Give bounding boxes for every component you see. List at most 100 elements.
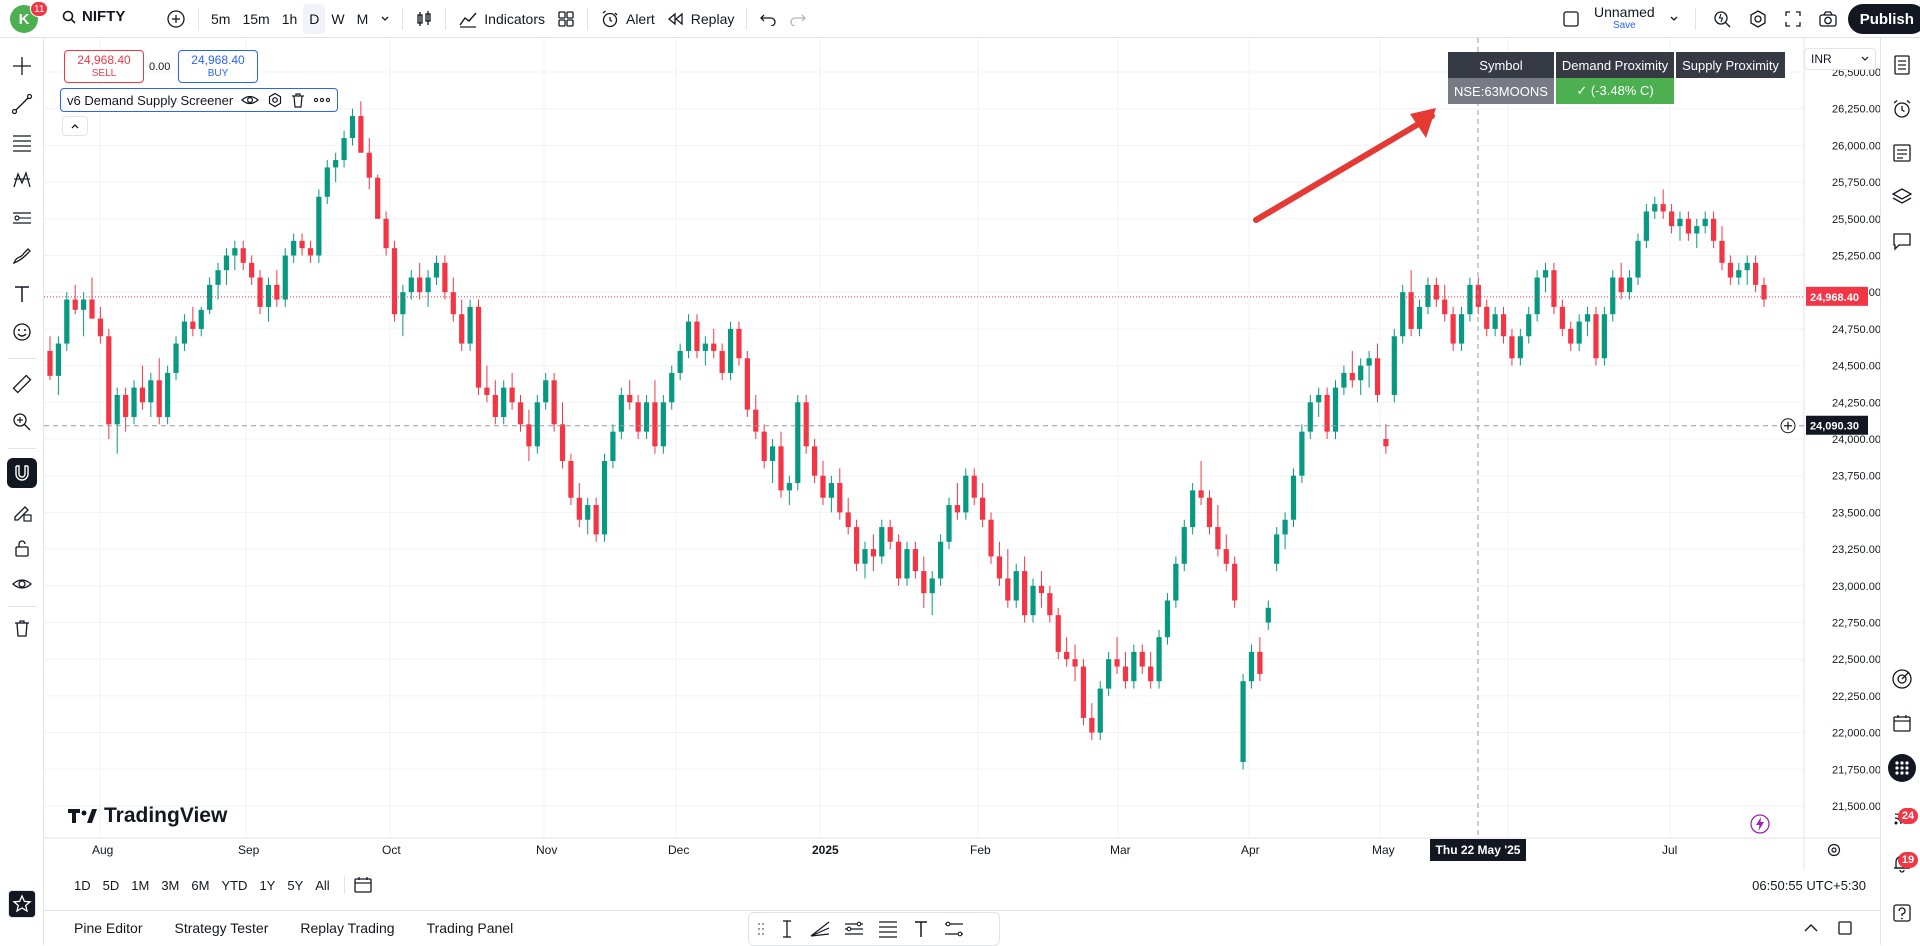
candle-body [156,380,162,417]
range-5y[interactable]: 5Y [287,877,304,893]
remove-drawings-tool[interactable] [8,614,36,642]
gear-icon[interactable] [267,92,283,108]
calendar-range-icon[interactable] [353,875,373,895]
text-icon [15,286,29,302]
tab-pine-editor[interactable]: Pine Editor [74,920,143,936]
candle-body [618,394,624,432]
range-tool-icon[interactable] [943,919,965,939]
range-6m[interactable]: 6M [191,877,210,893]
candle-body [929,578,935,594]
timeframe-dropdown[interactable] [374,4,396,34]
text-tool[interactable] [8,280,36,308]
layers-button[interactable] [1889,184,1915,210]
chats-button[interactable] [1889,228,1915,254]
publish-button[interactable]: Publish [1847,4,1920,34]
tab-strategy-tester[interactable]: Strategy Tester [174,920,269,936]
camera-icon [1819,11,1837,27]
emoji-tool[interactable] [8,318,36,346]
lock-drawings-tool[interactable] [8,534,36,562]
forecast-tool[interactable] [8,204,36,232]
timeframe-d[interactable]: D [303,4,326,34]
layout-name-button[interactable]: Unnamed Save [1556,4,1685,34]
compare-symbol-button[interactable] [160,4,192,34]
range-ytd[interactable]: YTD [221,877,248,893]
timeframe-5m[interactable]: 5m [211,11,231,27]
collapse-legend-button[interactable] [62,116,88,136]
parallel-channel-icon[interactable] [843,919,865,939]
drag-handle-icon[interactable] [757,920,765,938]
tab-trading-panel[interactable]: Trading Panel [426,920,514,936]
chevron-up-icon[interactable] [1802,919,1820,937]
timeframe-15m[interactable]: 15m [242,11,270,27]
range-1d[interactable]: 1D [74,877,91,893]
alert-button[interactable]: Alert [594,4,661,34]
hide-drawings-tool[interactable] [8,570,36,598]
sell-button[interactable]: 24,968.40 SELL [64,50,144,83]
chart-pane[interactable]: 26,500.00 26,250.00 26,000.00 25,750.00 25,5… [44,38,1880,903]
indicator-legend[interactable]: v6 Demand Supply Screener [60,88,339,112]
favorites-tool[interactable] [8,890,36,918]
chart-type-button[interactable] [409,4,439,34]
magnet-tool[interactable] [7,458,37,488]
settings-button[interactable] [1742,4,1774,34]
alerts-button[interactable] [1889,96,1915,122]
timeframe-1h[interactable]: 1h [281,11,298,27]
maximize-icon[interactable] [1836,919,1854,937]
fib-retracement-icon[interactable] [877,919,899,939]
candle-body [257,277,263,307]
timeframe-m[interactable]: M [356,11,369,27]
candle-body [1727,262,1733,278]
fullscreen-button[interactable] [1778,4,1808,34]
fib-tool[interactable] [8,128,36,156]
replay-button[interactable]: Replay [661,4,741,34]
templates-button[interactable] [551,4,581,34]
range-1m[interactable]: 1M [131,877,150,893]
candle-body [1458,314,1465,344]
lightning-icon[interactable] [1749,813,1771,835]
layout-name: Unnamed [1594,4,1655,20]
timeframe-w[interactable]: W [331,11,345,27]
time-tick-label: Nov [536,843,557,857]
eye-icon[interactable] [241,93,260,107]
price-tick-label: 23,250.00 [1832,544,1880,556]
undo-button[interactable] [753,4,783,34]
buy-button[interactable]: 24,968.40 BUY [178,50,258,83]
redo-button[interactable] [783,4,813,34]
price-tick-label: 25,250.00 [1832,251,1880,263]
price-chart[interactable]: 26,500.00 26,250.00 26,000.00 25,750.00 25,5… [44,38,1880,870]
crosshair-tool[interactable] [8,52,36,80]
trend-line-tool[interactable] [8,90,36,118]
candle-body [1190,490,1196,528]
help-button[interactable] [1889,900,1915,926]
indicators-button[interactable]: Indicators [452,4,551,34]
pattern-tool[interactable] [8,166,36,194]
fan-lines-icon[interactable] [809,919,831,939]
cursor-text-icon[interactable] [777,919,797,939]
range-all[interactable]: All [315,877,330,893]
calendar-button[interactable] [1889,710,1915,736]
currency-selector[interactable]: INR [1804,48,1876,70]
range-3m[interactable]: 3M [161,877,180,893]
hotlists-button[interactable] [1889,666,1915,692]
zoom-tool[interactable] [8,408,36,436]
timezone-clock[interactable]: 06:50:55 UTC+5:30 [1752,878,1866,893]
range-1y[interactable]: 1Y [259,877,276,893]
products-button[interactable] [1888,754,1916,782]
time-tick-label: Feb [970,843,991,857]
pencil-lock-icon [14,506,32,522]
trash-icon[interactable] [291,92,305,108]
snapshot-button[interactable] [1812,4,1844,34]
symbol-search[interactable]: NIFTY [62,8,125,25]
gear-icon[interactable] [1826,842,1842,858]
watchlist-button[interactable] [1889,52,1915,78]
range-5d[interactable]: 5D [102,877,120,893]
stay-in-drawing-tool[interactable] [8,498,36,526]
text-icon[interactable] [911,919,931,939]
measure-tool[interactable] [8,370,36,398]
object-tree-button[interactable] [1889,140,1915,166]
quick-search-button[interactable] [1706,4,1738,34]
candle-body [307,248,314,256]
brush-tool[interactable] [8,242,36,270]
tab-replay-trading[interactable]: Replay Trading [300,920,395,936]
more-icon[interactable] [313,93,331,107]
